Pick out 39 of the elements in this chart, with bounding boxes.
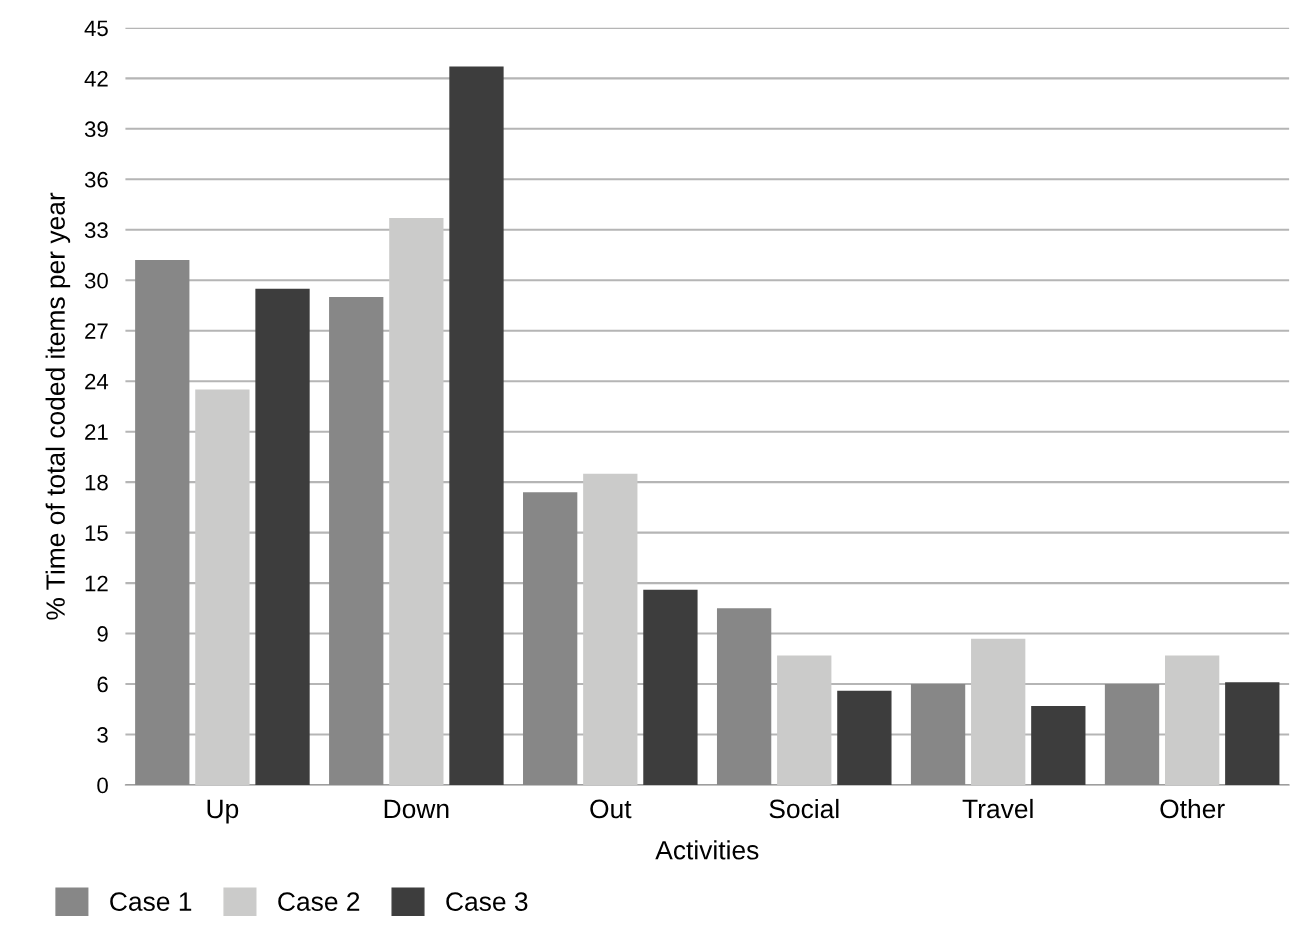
bar (1031, 705, 1086, 785)
x-tick-label: Social (769, 798, 839, 819)
bar (389, 218, 444, 785)
legend-label: Case 2 (278, 892, 360, 911)
y-tick-label: 39 (84, 121, 108, 138)
bar (449, 66, 504, 785)
bar (643, 589, 698, 785)
bar (255, 288, 310, 785)
bar (777, 655, 832, 785)
x-axis-title: Activities (655, 840, 759, 860)
x-tick-label: Out (590, 799, 632, 819)
x-tick-label: Other (1160, 798, 1225, 819)
legend-label: Case 3 (446, 892, 528, 911)
y-tick-label: 6 (97, 676, 108, 693)
y-tick-label: 36 (84, 171, 108, 188)
x-tick-label: Travel (962, 798, 1033, 819)
y-axis-title: % Time of total coded items per year (45, 192, 71, 620)
y-tick-label: 3 (97, 727, 108, 743)
bar (971, 638, 1026, 785)
y-tick-label: 24 (85, 373, 109, 390)
bar (1164, 655, 1220, 785)
y-tick-label: 27 (85, 323, 108, 339)
x-tick-label: Up (207, 799, 239, 824)
y-tick-label: 30 (84, 272, 108, 289)
legend-label: Case 1 (110, 892, 192, 911)
x-tick-label: Down (384, 799, 449, 819)
y-tick-label: 42 (84, 70, 108, 87)
bar (837, 690, 892, 785)
y-tick-label: 12 (85, 575, 108, 592)
bar (583, 473, 638, 785)
bar (195, 389, 250, 785)
y-tick-label: 33 (84, 222, 108, 239)
y-tick-label: 45 (84, 20, 108, 37)
y-tick-label: 15 (85, 525, 108, 541)
y-tick-label: 9 (97, 626, 108, 642)
y-tick-label: 0 (97, 777, 108, 794)
y-tick-label: 18 (85, 474, 108, 491)
y-tick-label: 21 (85, 424, 108, 440)
bar (1225, 682, 1280, 785)
